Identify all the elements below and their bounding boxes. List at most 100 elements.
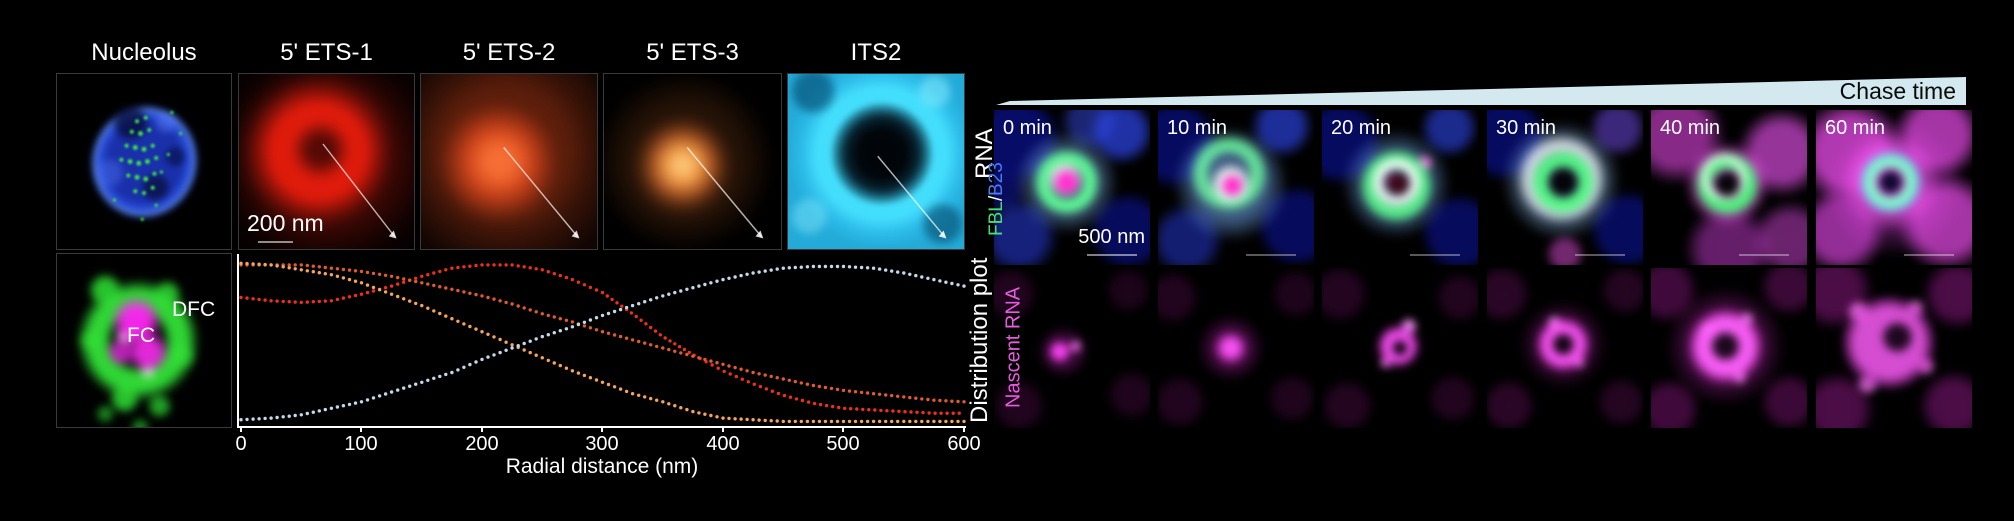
plot-dot (329, 273, 334, 277)
plot-dot (763, 373, 767, 377)
plot-dot (480, 330, 484, 334)
plot-dot (709, 359, 713, 363)
plot-dot (781, 266, 785, 270)
plot-dot (811, 383, 816, 388)
plot-dot (468, 264, 472, 268)
plot-dot (299, 300, 303, 305)
plot-dot (456, 288, 460, 293)
nucleolus-green-foci (57, 74, 231, 249)
plot-dot (629, 311, 634, 315)
panel-label-its2: ITS2 (850, 39, 902, 66)
plot-dot (897, 409, 901, 413)
plot-dot (450, 370, 454, 375)
plot-dot (945, 411, 949, 415)
plot-dot (341, 267, 346, 272)
time-label-20min: 20 min (1331, 117, 1392, 139)
chase-merge-image-40min (1651, 110, 1807, 265)
plot-dot (263, 416, 267, 421)
its2-image-panel (787, 73, 965, 250)
plot-dot (498, 299, 502, 303)
plot-dot (365, 398, 370, 402)
plot-dot (950, 419, 954, 424)
plot-dot (757, 270, 761, 274)
plot-dot (920, 275, 924, 279)
plot-dot (877, 267, 882, 271)
plot-dot (257, 417, 261, 421)
plot-dot (486, 263, 490, 267)
plot-dot (703, 412, 707, 416)
plot-dot (871, 419, 876, 424)
chase-panel-top-0min: 0 min 500 nm (994, 110, 1150, 265)
plot-dot (831, 404, 835, 409)
plot-dot (305, 300, 309, 304)
plot-dot (685, 287, 689, 291)
plot-dot (606, 382, 611, 387)
plot-dot (728, 372, 732, 376)
plot-dot (734, 374, 738, 379)
plot-dot (859, 265, 864, 270)
plot-dot (902, 395, 906, 399)
plot-dot (522, 341, 526, 346)
plot-dot (570, 320, 575, 324)
plot-dot (649, 325, 653, 330)
plot-dot (811, 264, 816, 269)
plot-dot (812, 401, 817, 406)
plot-dot (269, 299, 273, 303)
plot-dot (588, 376, 593, 380)
plot-dot (582, 320, 587, 324)
plot-dot (396, 282, 400, 286)
plot-dot (564, 318, 569, 322)
plot-dot (829, 264, 834, 269)
plot-dot (311, 270, 315, 274)
plot-dot (347, 277, 352, 282)
plot-dot (805, 419, 810, 424)
plot-dot (890, 419, 894, 424)
plot-dot (239, 261, 243, 265)
plot-dot (703, 282, 707, 287)
plot-dot (727, 416, 731, 421)
plot-dot (323, 299, 327, 303)
plot-dot (444, 314, 448, 318)
chase-panel-top-30min: 30 min (1487, 110, 1643, 265)
nucleolus-image-panel (56, 73, 232, 250)
chase-panel-top-10min: 10 min (1158, 110, 1314, 265)
ets1-image (239, 74, 414, 249)
plot-dot (896, 419, 900, 424)
plot-dot (914, 273, 918, 278)
chase-panel-bottom-0min (994, 268, 1150, 428)
plot-dot (745, 369, 749, 373)
plot-dot (746, 380, 750, 384)
plot-dot (788, 395, 793, 399)
plot-dot (769, 268, 773, 272)
plot-dot (775, 419, 779, 423)
plot-dot (402, 280, 406, 284)
plot-dot (884, 393, 888, 397)
plot-dot (624, 389, 629, 394)
plot-dot (782, 393, 787, 398)
its2-image (788, 74, 964, 249)
panel-label-5ets1: 5' ETS-1 (280, 39, 373, 66)
plot-dot (396, 388, 400, 392)
plot-dot (721, 277, 725, 282)
plot-dot (444, 286, 448, 290)
plot-dot (347, 402, 352, 407)
chase-merge-image-20min (1322, 110, 1478, 265)
plot-dot (504, 340, 508, 344)
plot-dot (528, 266, 532, 270)
plot-dot (432, 309, 436, 313)
plot-dot (661, 400, 665, 404)
plot-dot (938, 419, 942, 424)
plot-dot (287, 263, 291, 267)
plot-dot (353, 269, 358, 273)
plot-dot (444, 268, 448, 272)
plot-dot (667, 347, 671, 352)
plot-dot (305, 411, 309, 416)
plot-dot (926, 276, 930, 280)
plot-dot (426, 273, 430, 277)
plot-dot (576, 280, 581, 284)
plot-dot (630, 338, 635, 342)
plot-dot (474, 263, 478, 268)
plot-dot (829, 419, 834, 424)
plot-dot (480, 294, 484, 298)
plot-dot (715, 279, 719, 283)
